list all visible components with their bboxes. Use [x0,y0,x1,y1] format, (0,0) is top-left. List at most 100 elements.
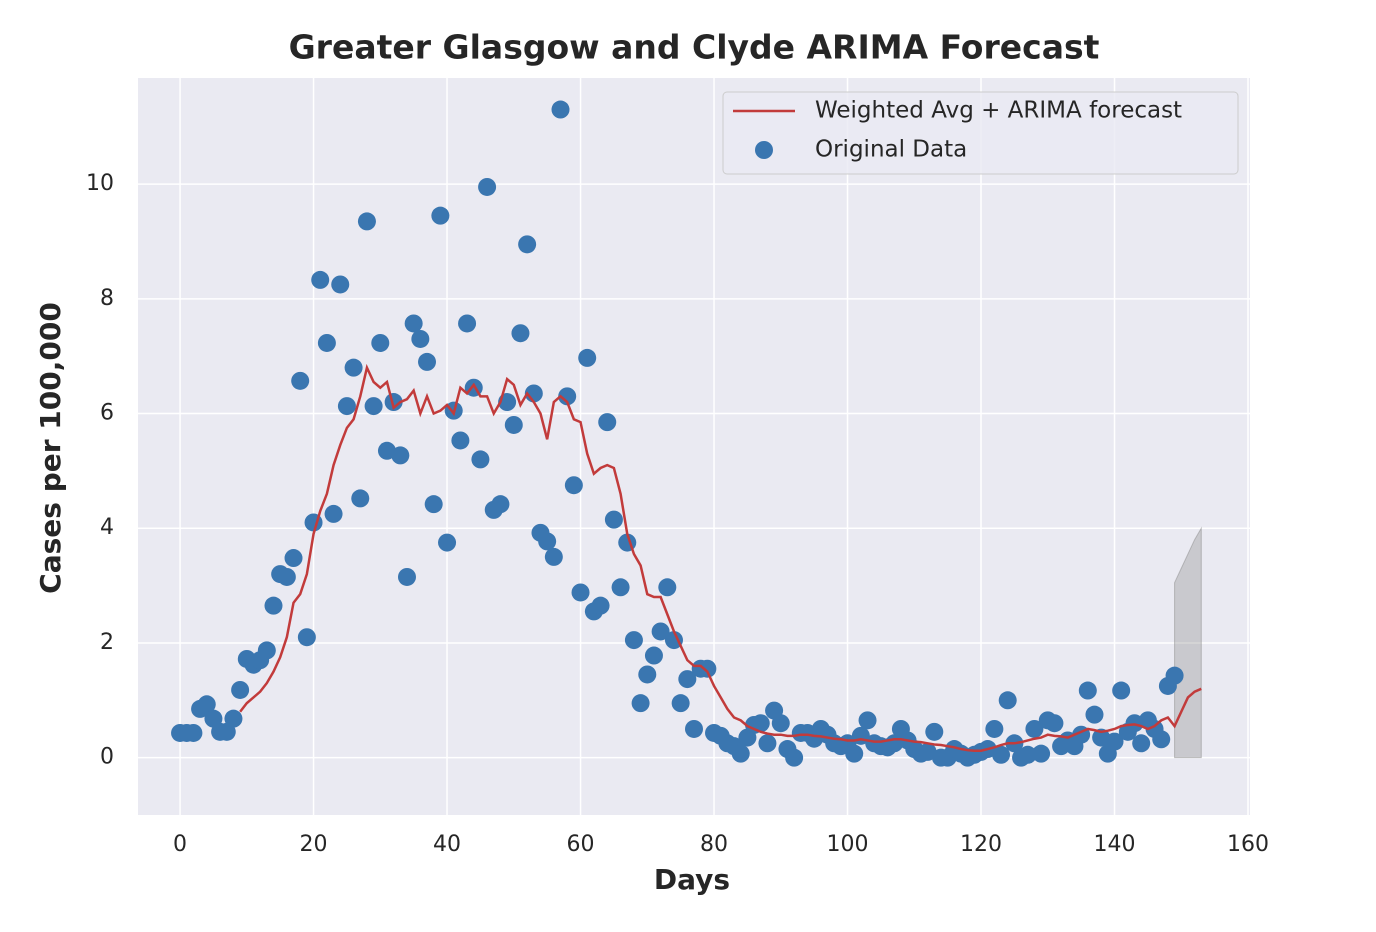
x-tick-label: 140 [1094,832,1136,857]
confidence-band [1174,526,1202,759]
data-point [551,100,570,119]
data-point [438,533,457,552]
data-point [371,333,390,352]
data-point [1025,719,1044,738]
x-tick-label: 0 [173,832,187,857]
data-point [731,744,750,763]
data-point [297,628,316,647]
x-tick-label: 160 [1227,832,1269,857]
data-point [758,734,777,753]
data-point [644,646,663,665]
legend-label: Weighted Avg + ARIMA forecast [815,98,1182,124]
data-point [231,680,250,699]
data-point [264,596,283,615]
grid [138,78,1250,815]
data-point [992,745,1011,764]
data-point [471,450,490,469]
data-point [631,694,650,713]
data-point [1045,714,1064,733]
x-tick-label: 20 [300,832,328,857]
data-point [1165,666,1184,685]
data-point [391,446,410,465]
y-tick-label: 10 [86,171,114,196]
data-point [291,371,310,390]
data-point [411,329,430,348]
data-point [658,578,677,597]
data-point [858,711,877,730]
data-point [638,665,657,684]
data-point [277,567,296,586]
data-point [311,270,330,289]
data-point [324,504,343,523]
data-point [357,212,376,231]
data-point [518,235,537,254]
data-point [351,489,370,508]
data-point [331,275,350,294]
data-point [611,578,630,597]
legend-label: Original Data [815,137,967,163]
data-point [344,358,363,377]
y-tick-label: 2 [100,630,114,655]
data-point [985,719,1004,738]
data-point [624,631,643,650]
x-tick-label: 120 [960,832,1002,857]
y-tick-label: 6 [100,401,114,426]
labels: Greater Glasgow and Clyde ARIMA Forecast… [34,28,1269,897]
data-point [1152,730,1171,749]
data-point [491,495,510,514]
data-point [678,670,697,689]
data-point [364,397,383,416]
data-point [651,622,670,641]
data-point [571,583,590,602]
data-point [1132,734,1151,753]
data-point [397,567,416,586]
y-tick-label: 8 [100,286,114,311]
data-point [1105,732,1124,751]
data-point [664,631,683,650]
x-tick-label: 100 [827,832,869,857]
data-point [845,744,864,763]
marks [171,100,1202,767]
legend: Weighted Avg + ARIMA forecast Original Da… [722,91,1239,175]
data-point [751,714,770,733]
legend-box [722,91,1239,175]
data-point [1032,744,1051,763]
data-point [604,510,623,529]
data-point [197,695,216,714]
data-point [317,333,336,352]
data-point [337,397,356,416]
legend-marker [755,141,773,159]
data-point [578,348,597,367]
y-tick-label: 4 [100,515,114,540]
plot-area [138,78,1250,815]
data-point [451,431,470,450]
x-tick-label: 60 [567,832,595,857]
data-point [284,549,303,568]
data-point [538,532,557,551]
data-point [771,714,790,733]
data-point [478,177,497,196]
data-point [671,694,690,713]
y-tick-label: 0 [100,745,114,770]
x-tick-label: 80 [700,832,728,857]
x-axis-label: Days [654,863,730,896]
data-point [698,659,717,678]
data-point [1112,681,1131,700]
data-point [558,387,577,406]
data-point [564,476,583,495]
data-point [418,352,437,371]
data-point [685,719,703,738]
data-point [424,495,443,514]
data-point [257,641,276,660]
data-point [511,324,530,343]
data-point [785,748,804,767]
data-point [925,722,944,741]
data-point [384,393,403,412]
forecast-line [239,363,1202,753]
chart-title: Greater Glasgow and Clyde ARIMA Forecast [289,28,1100,67]
data-point [998,691,1017,710]
data-point [591,596,610,615]
data-point [1085,705,1104,724]
data-point [184,723,203,742]
